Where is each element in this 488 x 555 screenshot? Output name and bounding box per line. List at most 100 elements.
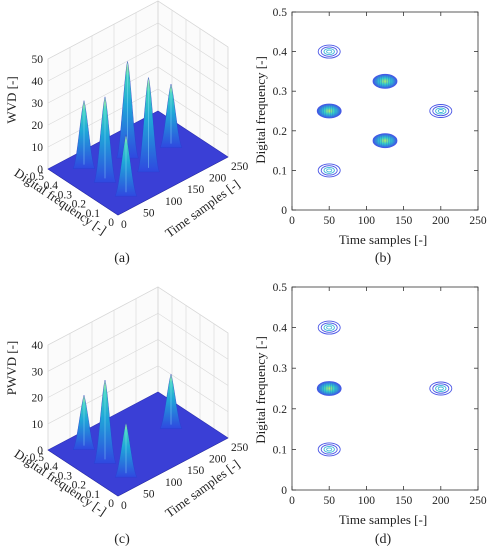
panel-b-ytick-label: 0 (281, 205, 287, 217)
panel-d-contour-blob (316, 381, 342, 396)
panel-b-contour-ring (326, 168, 333, 173)
panel-d-xtick-label: 0 (289, 495, 295, 507)
panel-d-xtick-label: 50 (323, 495, 335, 507)
panel-d-contour-ring (323, 445, 335, 453)
panel-d-contour-ring (432, 383, 450, 394)
panel-c-ztick-label: 10 (32, 419, 44, 431)
panel-a-peak (93, 96, 117, 183)
panel-d-ylabel: Digital frequency [-] (253, 336, 268, 444)
panel-c-zlabel: PWVD [-] (4, 341, 19, 396)
panel-d: 0 50 100 150 200 250 0 0.1 0.2 0.3 0.4 0.5 Digital … (253, 282, 487, 547)
panel-c-surface (47, 373, 229, 497)
panel-c-ytick-label: 0.2 (72, 480, 87, 492)
panel-a-ztick-label: 20 (32, 120, 44, 132)
panel-a-ytick-label: 0 (108, 217, 114, 229)
panel-c-peak (114, 422, 138, 478)
panel-c-peak (93, 379, 117, 464)
panel-a-ztick-label: 30 (32, 98, 44, 110)
panel-a-zlabel: WVD [-] (4, 76, 19, 123)
panel-a-xtick-label: 150 (187, 184, 205, 196)
panel-d-xtick-label: 150 (395, 495, 413, 507)
panel-b-contour-ring (323, 48, 335, 56)
panel-c-xtick-label: 250 (231, 442, 249, 454)
panel-b-contour-ring (317, 163, 341, 178)
panel-a-peak (72, 99, 96, 169)
panel-d-contour-ring (326, 325, 333, 330)
panel-d-contour-ring (323, 324, 335, 332)
panel-d-contour-blob (317, 442, 341, 457)
panel-d-axes-box (291, 286, 479, 491)
panel-b-contour-ring (437, 109, 444, 113)
panel-c-label: (c) (114, 532, 130, 547)
panel-c-xtick-label: 200 (209, 454, 227, 466)
panel-c-peak (72, 394, 96, 450)
panel-b-contour-blob (317, 44, 341, 59)
panel-c-xtick-label: 100 (165, 477, 183, 489)
panel-c-ytick-label: 0.3 (58, 470, 73, 482)
panel-b-axes-box (291, 11, 479, 211)
panel-b-ytick-label: 0.3 (273, 86, 288, 98)
panel-b-contour-filled (372, 133, 398, 149)
panel-a-xtick-label: 200 (209, 173, 227, 185)
panel-d-contour-ring (429, 381, 453, 396)
panel-d-contour-ring (317, 320, 341, 335)
panel-c-ytick-label: 0.1 (86, 489, 101, 501)
panel-b-contour-blob (429, 104, 453, 118)
panel-c-xtick-label: 150 (187, 465, 205, 477)
panel-d-ytick-label: 0.2 (273, 404, 288, 416)
panel-b-contour-ring (320, 165, 338, 176)
panel-d-contour-ring (320, 322, 338, 333)
panel-b-contour-filled (316, 103, 342, 119)
panel-a-xtick-label: 50 (143, 207, 155, 219)
panel-d-xtick-label: 100 (358, 495, 376, 507)
panel-d-xtick-label: 250 (469, 495, 487, 507)
panel-d-contour-filled (316, 381, 342, 396)
panel-d-contour-ring (317, 442, 341, 457)
panel-a-ytick-label: 0.4 (44, 180, 59, 192)
panel-b-contour-ring (326, 49, 333, 54)
panel-a-peak (114, 134, 138, 197)
panel-a-peak (137, 76, 160, 173)
panel-a-ztick-label: 40 (32, 76, 44, 88)
panel-c-ztick-label: 0 (37, 445, 43, 457)
panel-d-xlabel: Time samples [-] (339, 512, 427, 527)
panel-d-label: (d) (375, 532, 392, 547)
panel-c-peak (159, 373, 183, 429)
panel-a-ztick-label: 50 (32, 54, 44, 66)
panel-c-ytick-label: 0.5 (30, 452, 45, 464)
panel-c-ztick-label: 30 (32, 366, 44, 378)
panel-b-contour-ring (429, 104, 453, 118)
panel-c-ytick-label: 0.4 (44, 461, 59, 473)
panel-b-contours (316, 44, 453, 178)
panel-d-contour-ring (435, 385, 447, 392)
panel-a-floor-surface (47, 110, 229, 216)
panel-b-xtick-label: 50 (323, 215, 335, 227)
panel-d-axes: 0 50 100 150 200 250 0 0.1 0.2 0.3 0.4 0.5 (273, 282, 487, 507)
panel-a-ytick-label: 0.2 (72, 199, 87, 211)
panel-a-ytick-label: 0.1 (86, 208, 101, 220)
panel-d-ytick-label: 0.3 (273, 363, 288, 375)
panel-a-xtick-label: 100 (165, 196, 183, 208)
panel-b-ytick-label: 0.2 (273, 126, 288, 138)
panel-b: 0 50 100 150 200 250 0 0.1 0.2 0.3 0.4 0.5 Digital … (253, 7, 487, 266)
panel-b-ytick-label: 0.4 (273, 47, 288, 59)
panel-c-ztick-label: 40 (32, 340, 44, 352)
panel-a-xtick-label: 250 (231, 161, 249, 173)
panel-b-xtick-label: 200 (432, 215, 450, 227)
panel-c-xtick-label: 0 (121, 500, 127, 512)
panel-b-contour-ring (320, 46, 338, 57)
panel-b-xlabel: Time samples [-] (339, 232, 427, 247)
panel-a-ztick-label: 0 (37, 164, 43, 176)
panel-b-ytick-label: 0.1 (273, 165, 288, 177)
panel-d-contour-blob (429, 381, 453, 396)
panel-c-xtick-label: 50 (143, 488, 155, 500)
panel-b-contour-blob (316, 103, 342, 119)
panel-b-xtick-label: 0 (289, 215, 295, 227)
panel-b-contour-ring (432, 105, 450, 117)
panel-c-floor-surface (47, 391, 229, 497)
panel-c-ytick-label: 0 (108, 498, 114, 510)
panel-d-contour-ring (326, 447, 333, 452)
panel-a-surface (47, 60, 229, 216)
panel-b-ytick-label: 0.5 (273, 7, 288, 19)
